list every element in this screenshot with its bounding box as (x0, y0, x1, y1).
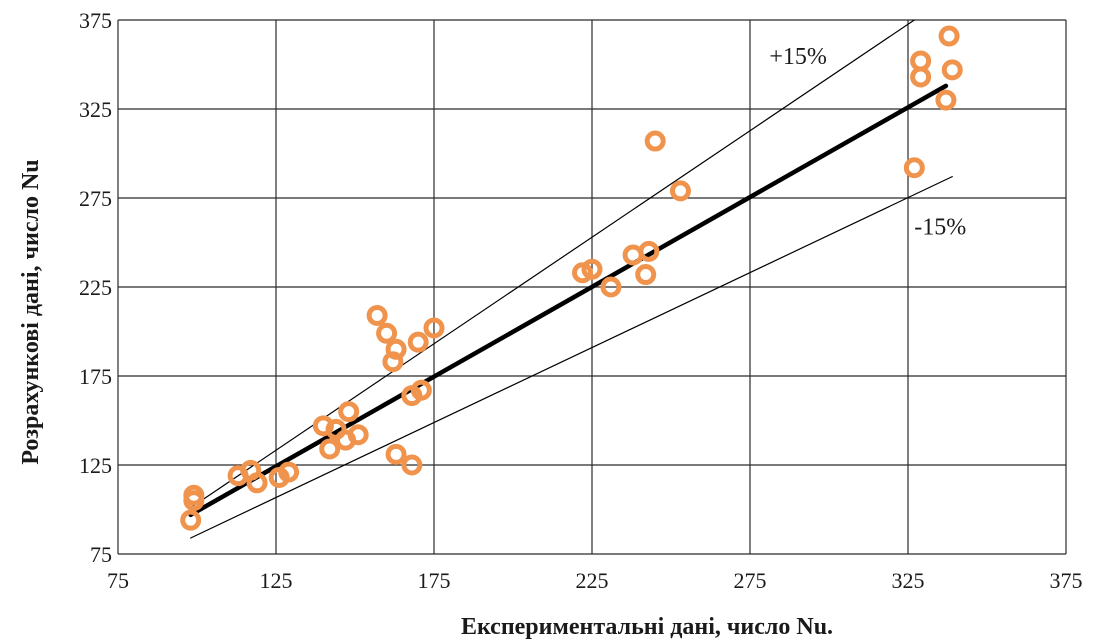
data-point (401, 454, 423, 476)
data-point (938, 25, 960, 47)
upper-band-label: +15% (769, 44, 827, 70)
data-point (338, 401, 360, 423)
data-point (410, 379, 432, 401)
data-point (278, 461, 300, 483)
y-tick-label: 275 (79, 186, 112, 211)
y-axis-title: Розрахункові дані, число Nu (18, 159, 44, 464)
x-axis-title: Експериментальні дані, число Nu. (461, 614, 833, 640)
x-tick-label: 225 (576, 568, 609, 593)
lower-band-label: -15% (914, 215, 966, 241)
data-point (385, 443, 407, 465)
data-point (376, 322, 398, 344)
data-point (635, 264, 657, 286)
x-tick-label: 125 (260, 568, 293, 593)
data-point (180, 509, 202, 531)
y-tick-label: 325 (79, 97, 112, 122)
data-point (638, 240, 660, 262)
data-point (581, 258, 603, 280)
x-tick-label: 75 (107, 568, 129, 593)
y-tick-label: 75 (90, 542, 112, 567)
fit-line (188, 83, 949, 518)
x-tick-label: 375 (1050, 568, 1083, 593)
reference-lines (188, 19, 953, 539)
data-point (382, 351, 404, 373)
data-point (407, 331, 429, 353)
y-tick-label: 375 (79, 8, 112, 33)
y-tick-label: 225 (79, 275, 112, 300)
x-tick-label: 175 (418, 568, 451, 593)
upper-bound-line (190, 19, 915, 509)
data-point (385, 338, 407, 360)
data-point (910, 66, 932, 88)
data-point (183, 484, 205, 506)
data-point (644, 130, 666, 152)
data-point (669, 180, 691, 202)
data-point (319, 438, 341, 460)
data-point (600, 276, 622, 298)
lower-bound-line (190, 176, 953, 539)
data-points (180, 25, 963, 531)
tick-labels: 75 125 175 225 275 325 375 75 125 175 225 275 325 375 (79, 8, 1083, 593)
data-point (347, 424, 369, 446)
data-point (246, 472, 268, 494)
x-tick-label: 325 (892, 568, 925, 593)
data-point (366, 304, 388, 326)
x-tick-label: 275 (734, 568, 767, 593)
data-point (423, 317, 445, 339)
y-tick-label: 175 (79, 364, 112, 389)
data-point (903, 157, 925, 179)
data-point (941, 59, 963, 81)
y-tick-label: 125 (79, 453, 112, 478)
data-point (935, 89, 957, 111)
